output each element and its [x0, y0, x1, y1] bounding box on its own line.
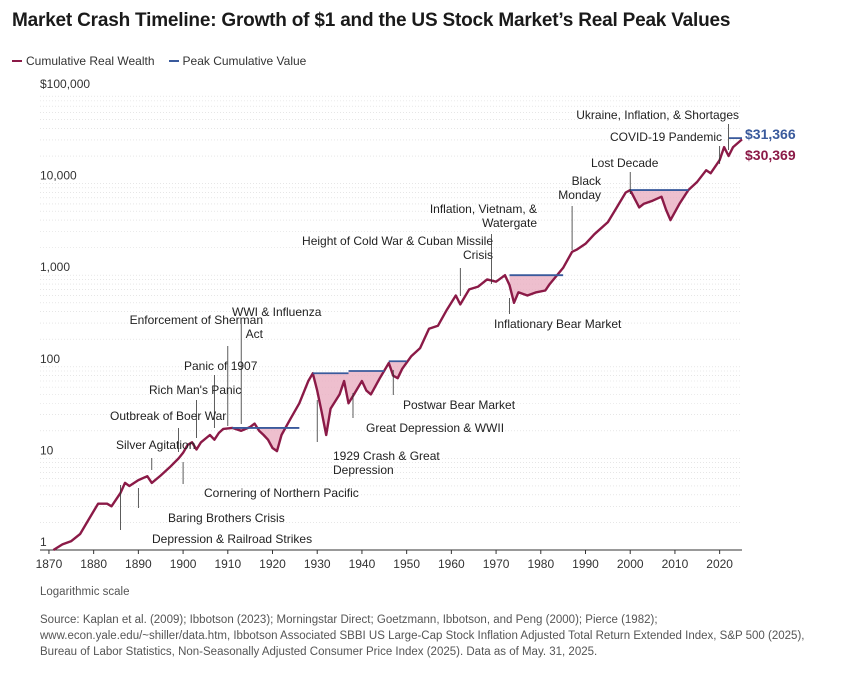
annotation-label: Black Monday [558, 174, 602, 202]
legend-item-real-wealth: Cumulative Real Wealth [12, 54, 155, 68]
y-tick-label: 10,000 [40, 169, 77, 183]
x-tick-label: 1870 [36, 557, 63, 571]
legend-swatch-real-wealth [12, 60, 22, 62]
annotation-label: Great Depression & WWII [366, 421, 504, 435]
drawdown-area [348, 371, 385, 404]
drawdown-area [509, 275, 564, 301]
x-tick-label: 1890 [125, 557, 152, 571]
annotation-label: Inflation, Vietnam, & Watergate [430, 202, 538, 230]
x-tick-label: 1990 [572, 557, 599, 571]
chart-canvas: 1 10 100 1,000 10,000 $100,000 1870 1880 1890 190… [36, 77, 796, 571]
legend-swatch-peak [168, 60, 179, 62]
y-tick-label: $100,000 [40, 77, 90, 91]
end-value-label: $30,369 [745, 147, 796, 163]
annotation-label: Outbreak of Boer War [110, 409, 226, 423]
annotation-label: COVID-19 Pandemic [610, 130, 722, 144]
legend-label-real-wealth: Cumulative Real Wealth [26, 54, 155, 68]
x-tick-label: 1980 [527, 557, 554, 571]
x-tick-label: 1900 [170, 557, 197, 571]
chart-title: Market Crash Timeline: Growth of $1 and … [12, 10, 731, 31]
x-tick-label: 2000 [617, 557, 644, 571]
y-tick-label: 10 [40, 443, 54, 457]
end-value-label: $31,366 [745, 126, 796, 142]
legend: Cumulative Real Wealth Peak Cumulative V… [12, 54, 306, 68]
annotation-label: Rich Man's Panic [149, 383, 241, 397]
x-tick-label: 1930 [304, 557, 331, 571]
annotation-label: Height of Cold War & Cuban Missile Crisis [302, 234, 493, 262]
annotation-label: Ukraine, Inflation, & Shortages [576, 108, 739, 122]
annotation-label: WWI & Influenza [232, 305, 322, 319]
annotation-label: Enforcement of Sherman Act [130, 313, 264, 341]
x-tick-label: 1960 [438, 557, 465, 571]
annotation-label: Cornering of Northern Pacific [204, 486, 359, 500]
x-tick-label: 1970 [483, 557, 510, 571]
annotation-label: Depression & Railroad Strikes [152, 532, 312, 546]
annotation-label: 1929 Crash & Great Depression [333, 449, 440, 477]
x-tick-label: 1940 [349, 557, 376, 571]
legend-label-peak: Peak Cumulative Value [182, 54, 307, 68]
drawdown-area [232, 427, 300, 451]
annotation-label: Silver Agitation [116, 438, 195, 452]
x-tick-label: 1880 [80, 557, 107, 571]
annotation-label: Postwar Bear Market [403, 398, 516, 412]
scale-note: Logarithmic scale [40, 586, 130, 598]
annotation-label: Inflationary Bear Market [494, 317, 622, 331]
source-note: Source: Kaplan et al. (2009); Ibbotson (… [40, 614, 805, 658]
legend-item-peak: Peak Cumulative Value [168, 54, 307, 68]
y-tick-label: 100 [40, 352, 60, 366]
x-tick-label: 1910 [214, 557, 241, 571]
x-tick-label: 2010 [662, 557, 689, 571]
y-tick-label: 1,000 [40, 260, 70, 274]
x-tick-label: 2020 [706, 557, 733, 571]
annotation-label: Lost Decade [591, 156, 659, 170]
y-tick-label: 1 [40, 535, 47, 549]
drawdown-area [312, 373, 349, 435]
annotation-label: Baring Brothers Crisis [168, 511, 285, 525]
series-line-real-wealth [52, 138, 743, 552]
x-tick-label: 1920 [259, 557, 286, 571]
x-tick-label: 1950 [393, 557, 420, 571]
annotation-label: Panic of 1907 [184, 359, 258, 373]
